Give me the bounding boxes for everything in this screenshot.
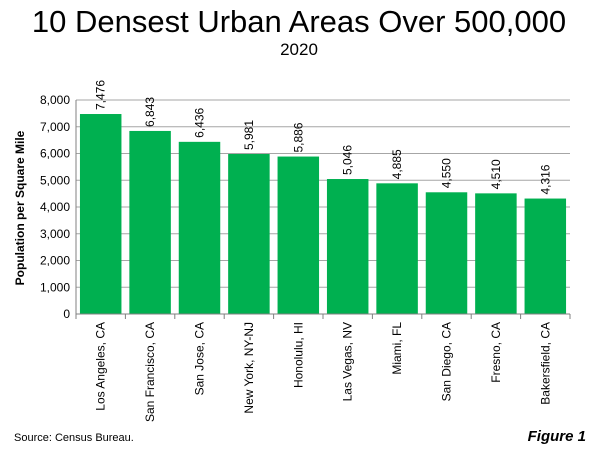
data-label: 5,046	[341, 145, 355, 175]
x-tick-label: Los Angeles, CA	[94, 322, 108, 411]
x-tick-label: Bakersfield, CA	[538, 322, 552, 405]
chart-subtitle: 2020	[280, 40, 318, 59]
bar	[326, 179, 369, 314]
y-tick-labels: 0 1,000 2,000 3,000 4,000 5,000 6,000 7,000 8,00…	[40, 93, 70, 321]
x-tick-label: Fresno, CA	[489, 322, 503, 383]
bar	[524, 198, 567, 314]
y-tick-label: 0	[63, 307, 70, 321]
data-label: 4,550	[440, 158, 454, 188]
bar	[425, 192, 468, 314]
y-axis-label: Population per Square Mile	[13, 130, 27, 285]
data-label: 7,476	[94, 80, 108, 110]
x-tick-label: San Jose, CA	[193, 322, 207, 395]
x-tick-label: San Francisco, CA	[143, 322, 157, 422]
y-tick-label: 5,000	[40, 173, 70, 187]
y-tick-label: 3,000	[40, 227, 70, 241]
x-tick-label: Honolulu, HI	[291, 322, 305, 388]
bar	[376, 183, 418, 314]
x-tick-label: New York, NY-NJ	[242, 322, 256, 414]
bar	[475, 193, 517, 314]
data-label: 5,886	[291, 122, 305, 152]
axes	[75, 100, 571, 319]
y-tick-label: 8,000	[40, 93, 70, 107]
bar	[228, 154, 270, 314]
y-tick-label: 2,000	[40, 254, 70, 268]
value-labels: 7,476 6,843 6,436 5,981 5,886 5,046 4,885 4,550…	[94, 80, 553, 195]
chart-title: 10 Densest Urban Areas Over 500,000	[31, 4, 567, 39]
source-note: Source: Census Bureau.	[14, 432, 134, 444]
data-label: 4,885	[390, 149, 404, 179]
x-tick-label: Las Vegas, NV	[341, 322, 355, 401]
figure-label: Figure 1	[527, 428, 586, 445]
y-tick-label: 6,000	[40, 147, 70, 161]
bar	[79, 114, 122, 314]
data-label: 5,981	[242, 120, 256, 150]
x-tick-label: San Diego, CA	[440, 322, 454, 401]
x-tick-label: Miami, FL	[390, 322, 404, 375]
x-tick-labels: Los Angeles, CA San Francisco, CA San Jose…	[94, 322, 553, 422]
data-label: 4,316	[538, 164, 552, 194]
bar	[129, 130, 171, 314]
data-label: 4,510	[489, 159, 503, 189]
y-tick-label: 4,000	[40, 200, 70, 214]
bar	[178, 141, 221, 314]
y-tick-label: 7,000	[40, 120, 70, 134]
bars	[79, 114, 567, 314]
data-label: 6,436	[193, 107, 207, 137]
y-tick-label: 1,000	[40, 280, 70, 294]
data-label: 6,843	[143, 97, 157, 127]
bar	[277, 156, 320, 314]
